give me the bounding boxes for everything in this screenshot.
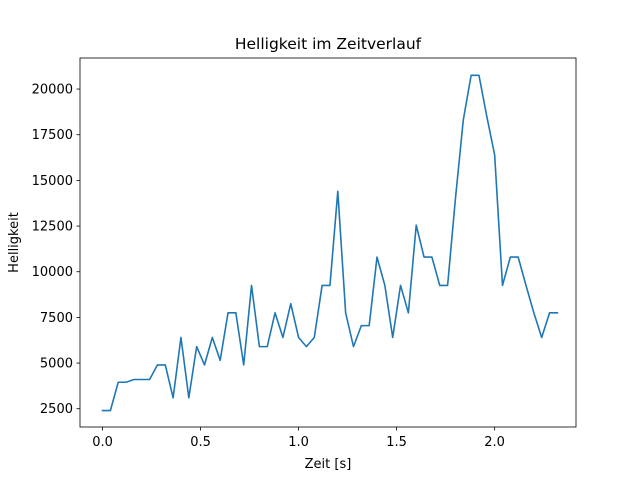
y-tick-label: 2500 [40,402,73,417]
y-tick-label: 5000 [40,357,73,372]
x-axis-ticks: 0.0 0.5 1.0 1.5 2.0 [92,427,505,450]
y-tick-label: 12500 [32,220,73,235]
y-axis-label: Helligkeit [7,212,22,273]
x-tick-label: 0.0 [92,435,113,450]
plot-frame [79,57,577,428]
series-line-0 [101,74,559,412]
y-tick-label: 10000 [32,265,73,280]
x-tick-label: 1.0 [288,435,309,450]
y-axis-ticks: 2500 5000 7500 10000 12500 15000 17500 20000 [32,83,80,417]
y-tick-label: 15000 [32,174,73,189]
x-tick-label: 2.0 [484,435,505,450]
y-tick-label: 20000 [32,83,73,98]
y-tick-label: 7500 [40,311,73,326]
x-axis-label: Zeit [s] [305,457,352,472]
x-tick-label: 0.5 [190,435,211,450]
data-layer [101,74,559,412]
chart-title: Helligkeit im Zeitverlauf [235,35,422,53]
x-tick-label: 1.5 [386,435,407,450]
y-tick-label: 17500 [32,128,73,143]
